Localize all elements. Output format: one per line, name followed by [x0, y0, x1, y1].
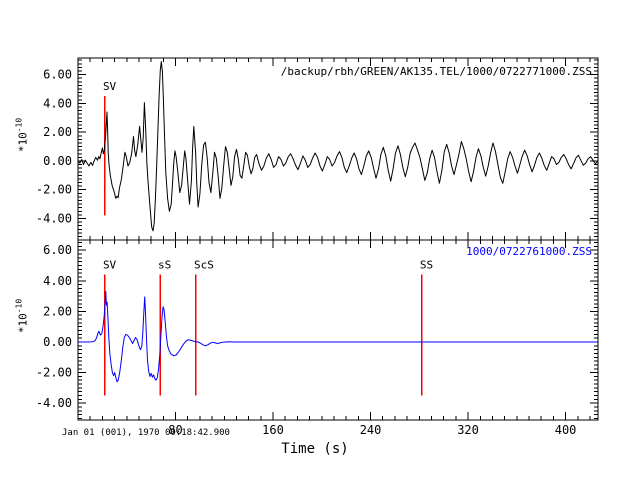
bottom-y-unit-base: *10 — [16, 313, 30, 334]
top-seismogram-trace — [77, 61, 598, 232]
y-tick-label: 2.00 — [43, 125, 72, 139]
bottom-y-axis-unit-label: *10-10 — [15, 299, 30, 333]
x-tick-label: 320 — [457, 423, 479, 437]
y-tick-label: -4.00 — [36, 212, 72, 226]
top-y-axis-unit-label: *10-10 — [15, 118, 30, 152]
trace-start-datetime-label: Jan 01 (001), 1970 00:18:42.900 — [62, 428, 230, 438]
y-tick-label: 4.00 — [43, 274, 72, 288]
x-tick-label: 400 — [555, 423, 577, 437]
y-tick-label: 0.00 — [43, 335, 72, 349]
bottom-trace-file-title: 1000/0722761000.ZSS — [466, 245, 592, 258]
y-tick-label: -2.00 — [36, 183, 72, 197]
top-y-unit-exponent: -10 — [14, 117, 24, 133]
phase-label-SS: SS — [420, 259, 433, 272]
plot-frame — [77, 57, 599, 241]
plot-frame — [77, 239, 599, 421]
phase-label-ScS: ScS — [194, 259, 214, 272]
top-y-unit-base: *10 — [16, 132, 30, 153]
y-tick-label: -2.00 — [36, 366, 72, 380]
y-tick-label: -4.00 — [36, 396, 72, 410]
plot-panel-1: 6.00 4.00 2.00 0.00 -2.00 -4.00 80 160 240 320 400… — [36, 239, 599, 437]
y-tick-label: 2.00 — [43, 304, 72, 318]
plot-panel-0: 6.00 4.00 2.00 0.00 -2.00 -4.00 SV — [36, 57, 599, 241]
x-tick-label: 240 — [360, 423, 382, 437]
y-tick-label: 4.00 — [43, 96, 72, 110]
x-axis-title: Time (s) — [281, 441, 349, 457]
y-tick-label: 6.00 — [43, 68, 72, 82]
x-tick-label: 160 — [262, 423, 284, 437]
phase-label-SV: SV — [103, 259, 117, 272]
top-trace-file-title: /backup/rbh/GREEN/AK135.TEL/1000/0722771… — [280, 65, 592, 78]
phase-label-sS: sS — [158, 259, 171, 272]
bottom-seismogram-trace — [78, 291, 598, 383]
x-tick-label: 80 — [168, 423, 182, 437]
y-tick-label: 6.00 — [43, 243, 72, 257]
bottom-y-unit-exponent: -10 — [14, 298, 24, 314]
phase-label-SV: SV — [103, 80, 117, 93]
y-tick-label: 0.00 — [43, 154, 72, 168]
